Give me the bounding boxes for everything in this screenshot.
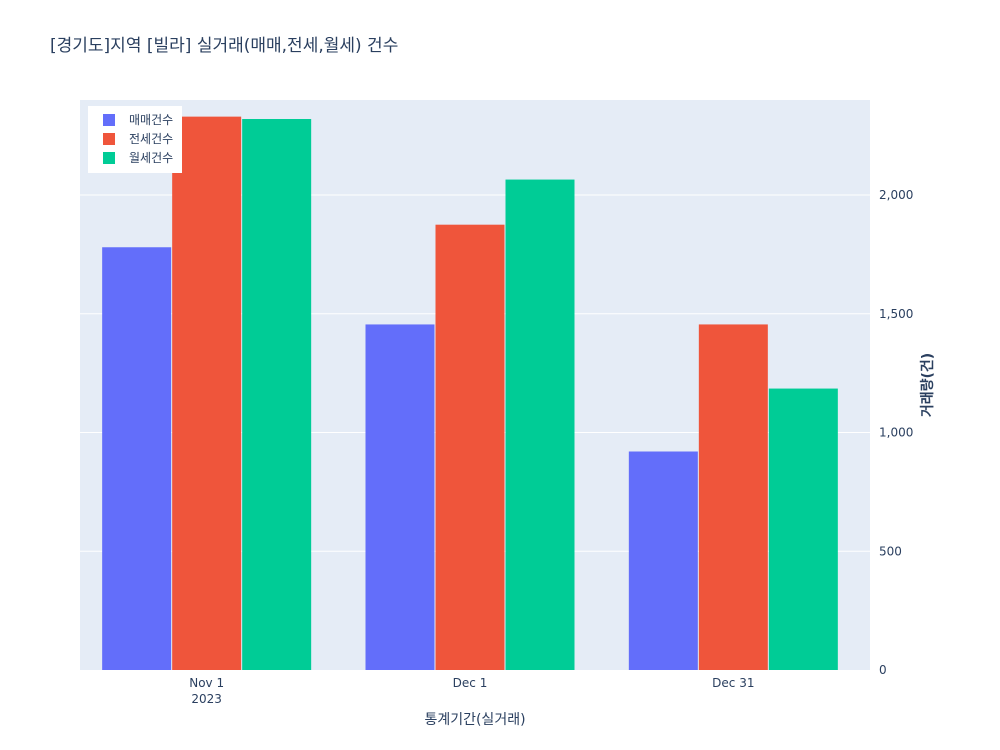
bar-3-1[interactable] — [242, 119, 312, 670]
bar-1-1[interactable] — [102, 247, 172, 670]
chart-title: [경기도]지역 [빌라] 실거래(매매,전세,월세) 건수 — [50, 36, 398, 56]
bars — [102, 116, 838, 671]
legend-label-1[interactable]: 매매건수 — [129, 113, 173, 127]
legend-label-2[interactable]: 전세건수 — [129, 132, 173, 146]
bar-2-2[interactable] — [435, 224, 505, 670]
bar-1-2[interactable] — [365, 324, 435, 670]
x-axis-title: 통계기간(실거래) — [424, 712, 525, 728]
y-tick-label: 1,500 — [879, 307, 913, 321]
bar-2-1[interactable] — [172, 116, 242, 670]
legend-swatch-2[interactable] — [103, 133, 115, 145]
bar-2-3[interactable] — [698, 324, 768, 670]
x-tick-label: Dec 31 — [712, 676, 754, 690]
x-tick-sublabel: 2023 — [191, 692, 222, 706]
y-tick-label: 500 — [879, 544, 902, 558]
bar-1-3[interactable] — [628, 451, 698, 671]
legend-label-3[interactable]: 월세건수 — [129, 151, 173, 165]
legend-swatch-3[interactable] — [103, 152, 115, 164]
y-tick-labels: 0 500 1,000 1,500 2,000 — [879, 188, 913, 677]
y-tick-label: 0 — [879, 663, 887, 677]
bar-3-2[interactable] — [505, 179, 575, 670]
bar-3-3[interactable] — [768, 388, 838, 670]
x-tick-label: Nov 1 — [189, 676, 224, 690]
y-tick-label: 1,000 — [879, 426, 913, 440]
x-tick-labels: Nov 1 2023 Dec 1 Dec 31 — [189, 676, 754, 706]
legend-swatch-1[interactable] — [103, 114, 115, 126]
x-tick-label: Dec 1 — [453, 676, 488, 690]
y-axis-title: 거래량(건) — [919, 353, 936, 417]
y-tick-label: 2,000 — [879, 188, 913, 202]
